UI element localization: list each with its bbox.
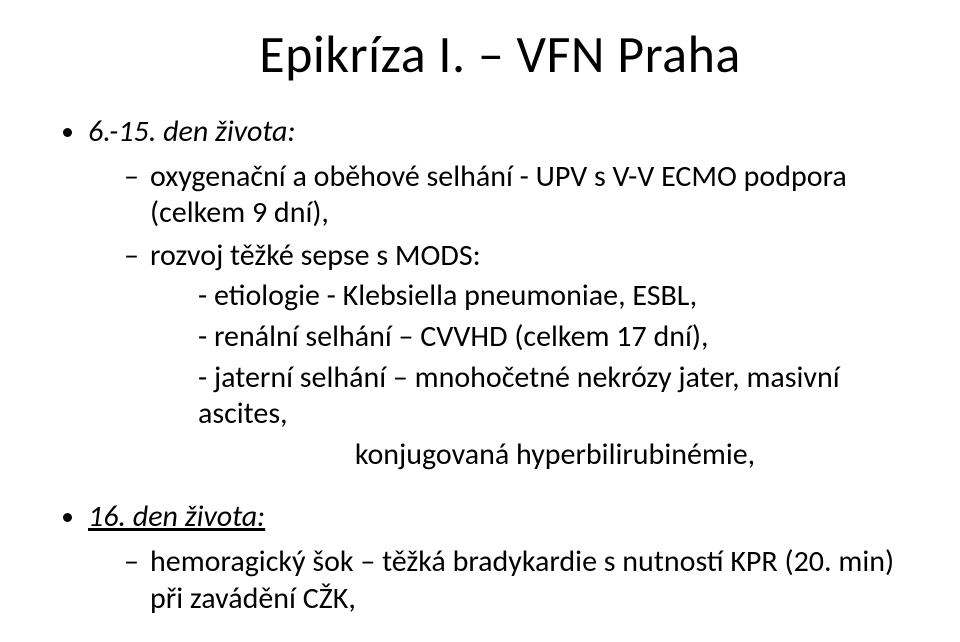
bullet-list: 6.-15. den života: oxygenační a oběhové … (88, 114, 912, 617)
bullet-1-sub-2-sub-2: - renální selhání – CVVHD (celkem 17 dní… (198, 319, 912, 356)
bullet-1-sub: oxygenační a oběhové selhání - UPV s V-V… (88, 159, 912, 474)
bullet-1-sub-2-text: rozvoj těžké sepse s MODS: (150, 237, 481, 274)
bullet-1-label: 6.-15. den života: (88, 113, 296, 150)
bullet-2-sub-1-text: hemoragický šok – těžká bradykardie s nu… (150, 543, 894, 617)
bullet-2-sub-1: hemoragický šok – těžká bradykardie s nu… (124, 544, 912, 617)
bullet-1-sub-2-sub-3: - jaterní selhání – mnohočetné nekrózy j… (198, 360, 912, 433)
bullet-1: 6.-15. den života: oxygenační a oběhové … (88, 114, 912, 473)
bullet-1-sub-1-text: oxygenační a oběhové selhání - UPV s V-V… (150, 158, 847, 232)
bullet-1-sub-2: rozvoj těžké sepse s MODS: - etiologie -… (124, 238, 912, 474)
bullet-2: 16. den života: hemoragický šok – těžká … (88, 499, 912, 617)
bullet-1-sub-2-sub-4: konjugovaná hyperbilirubinémie, (198, 437, 912, 474)
bullet-2-sub: hemoragický šok – těžká bradykardie s nu… (88, 544, 912, 617)
bullet-1-sub-2-sub-1: - etiologie - Klebsiella pneumoniae, ESB… (198, 278, 912, 315)
slide-title: Epikríza I. – VFN Praha (88, 22, 912, 86)
bullet-1-sub-2-sub: - etiologie - Klebsiella pneumoniae, ESB… (150, 278, 912, 473)
bullet-2-label: 16. den života: (88, 498, 265, 535)
bullet-1-sub-1: oxygenační a oběhové selhání - UPV s V-V… (124, 159, 912, 232)
